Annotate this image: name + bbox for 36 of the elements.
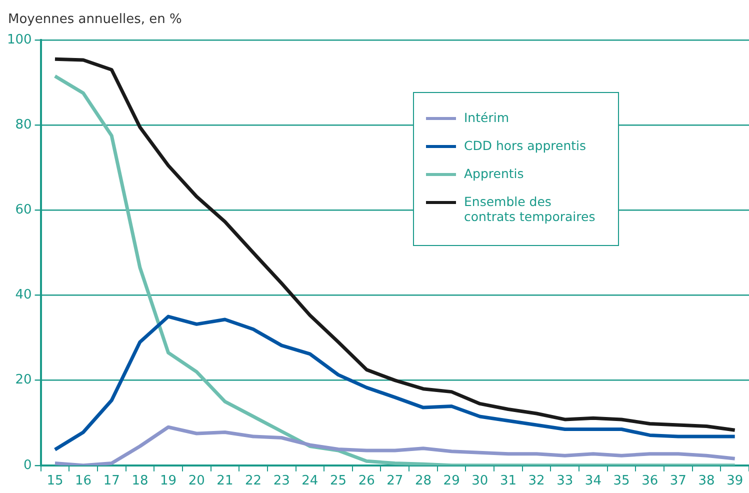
y-tick-label: 0: [24, 458, 32, 473]
x-tick-label: 16: [75, 474, 92, 489]
x-tick-label: 30: [472, 474, 488, 489]
x-tick-label: 35: [613, 474, 630, 489]
legend-label: Apprentis: [464, 166, 524, 181]
x-tick-label: 33: [556, 474, 574, 489]
x-tick-label: 34: [584, 474, 602, 489]
x-tick-label: 21: [216, 474, 234, 489]
y-tick-label: 40: [15, 288, 32, 303]
x-tick-label: 36: [642, 474, 658, 489]
x-tick-label: 25: [330, 474, 347, 489]
x-tick-label: 18: [132, 474, 148, 489]
x-tick-label: 19: [160, 474, 177, 489]
x-tick-label: 24: [302, 474, 318, 489]
x-tick-label: 31: [500, 474, 516, 489]
x-tick-label: 23: [273, 474, 290, 489]
y-tick-label: 20: [15, 372, 32, 388]
legend-label: Intérim: [464, 110, 509, 125]
x-tick-label: 28: [414, 474, 432, 489]
x-tick-label: 15: [46, 474, 64, 489]
y-tick-label: 100: [6, 32, 32, 48]
y-tick-label: 80: [15, 117, 32, 132]
x-tick-label: 37: [670, 474, 686, 489]
x-tick-label: 26: [358, 474, 375, 489]
x-tick-label: 27: [386, 474, 404, 489]
y-tick-label: 60: [15, 202, 32, 218]
x-tick-label: 38: [698, 474, 715, 489]
x-tick-label: 17: [103, 474, 120, 489]
y-axis-title: Moyennes annuelles, en %: [8, 12, 182, 27]
legend-label: Ensemble des contrats temporaires: [464, 194, 596, 224]
x-tick-label: 20: [188, 474, 205, 489]
x-tick-label: 29: [443, 474, 460, 489]
x-tick-label: 39: [726, 474, 744, 489]
legend-label: CDD hors apprentis: [464, 138, 586, 153]
x-tick-label: 32: [528, 474, 545, 489]
x-tick-label: 22: [244, 474, 262, 489]
